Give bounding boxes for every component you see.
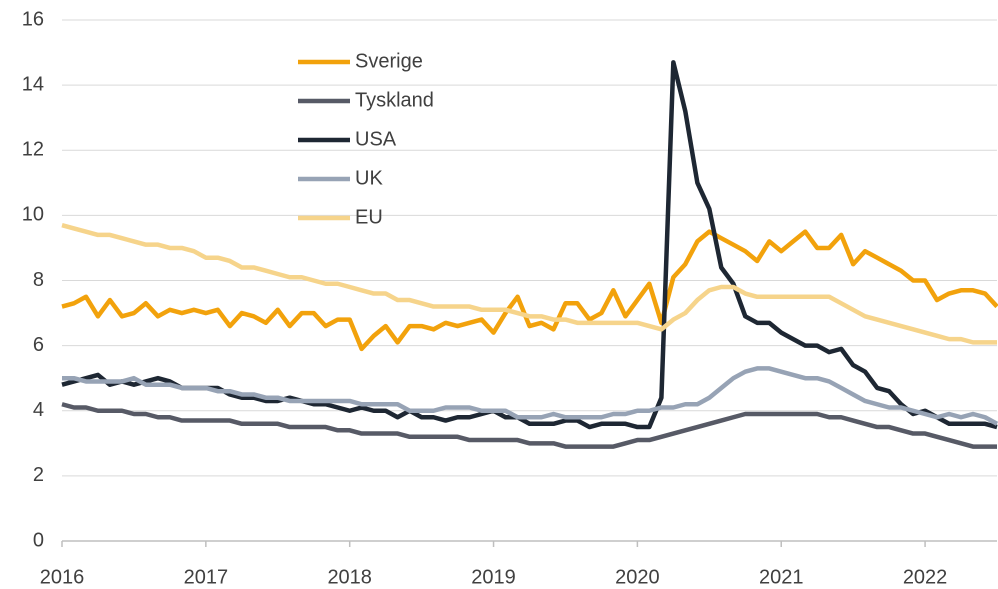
- x-tick-label: 2020: [615, 566, 660, 588]
- series-line: [61, 402, 997, 449]
- y-tick-label: 6: [33, 334, 44, 356]
- y-tick-label: 8: [33, 269, 44, 291]
- y-tick-label: 10: [22, 204, 44, 226]
- y-tick-label: 14: [22, 73, 44, 95]
- y-tick-label: 4: [33, 399, 44, 421]
- legend-label: Tyskland: [355, 89, 434, 111]
- series-line: [61, 60, 998, 430]
- series-line: [62, 366, 998, 426]
- series-line: [61, 222, 997, 345]
- x-tick-label: 2016: [40, 566, 85, 588]
- y-tick-label: 16: [22, 8, 44, 30]
- x-tick-label: 2022: [903, 566, 948, 588]
- legend-label: USA: [355, 128, 397, 150]
- y-tick-label: 12: [22, 139, 44, 161]
- x-tick-label: 2021: [759, 566, 804, 588]
- y-tick-label: 0: [33, 529, 44, 551]
- x-tick-label: 2019: [471, 566, 516, 588]
- legend-label: Sverige: [355, 50, 423, 72]
- legend-label: EU: [355, 206, 383, 228]
- legend-label: UK: [355, 167, 383, 189]
- series-line: [61, 229, 998, 352]
- x-tick-label: 2017: [184, 566, 229, 588]
- x-tick-label: 2018: [327, 566, 372, 588]
- y-tick-label: 2: [33, 464, 44, 486]
